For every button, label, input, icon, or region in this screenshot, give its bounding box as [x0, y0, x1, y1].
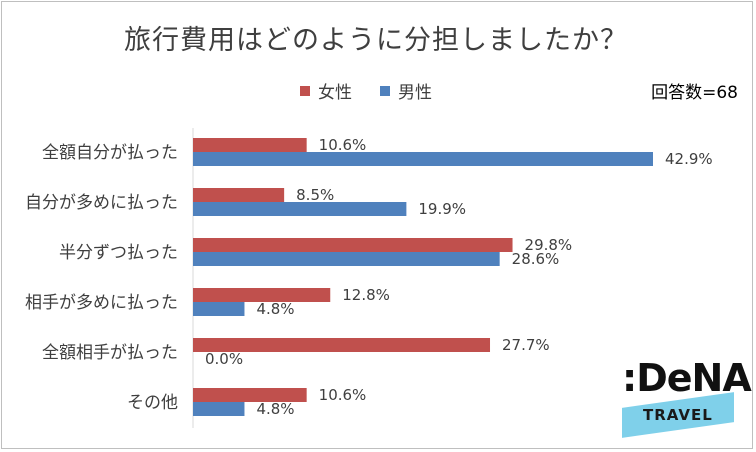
- data-label-male: 4.8%: [256, 300, 294, 318]
- bar-female: [193, 188, 285, 202]
- data-label-female: 27.7%: [502, 336, 550, 354]
- category-label: 全額相手が払った: [42, 343, 178, 363]
- data-label-male: 42.9%: [665, 150, 713, 168]
- data-label-female: 12.8%: [342, 286, 390, 304]
- category-label: 半分ずつ払った: [59, 243, 178, 263]
- legend-label-female: 女性: [318, 83, 352, 103]
- category-label: 全額自分が払った: [42, 143, 178, 163]
- bar-female: [193, 138, 307, 152]
- bar-male: [193, 202, 407, 216]
- dena-travel-logo: :DeNA TRAVEL: [614, 356, 752, 442]
- bar-female: [193, 338, 491, 352]
- bar-female: [193, 238, 513, 252]
- respondent-count: 回答数=68: [651, 83, 738, 103]
- data-label-male: 19.9%: [418, 200, 466, 218]
- data-label-female: 8.5%: [296, 186, 334, 204]
- category-label: 自分が多めに払った: [25, 193, 178, 213]
- legend-swatch-male: [380, 85, 390, 96]
- category-label: その他: [127, 393, 178, 413]
- legend-label-male: 男性: [398, 83, 432, 103]
- data-label-female: 10.6%: [319, 386, 367, 404]
- data-label-male: 28.6%: [512, 250, 560, 268]
- bar-male: [193, 152, 653, 166]
- legend-item-male: 男性: [380, 78, 432, 103]
- data-label-female: 29.8%: [525, 236, 573, 254]
- bar-female: [193, 388, 307, 402]
- data-label-male: 4.8%: [256, 400, 294, 418]
- bar-male: [193, 252, 500, 266]
- chart-title: 旅行費用はどのように分担しましたか？: [124, 25, 628, 56]
- legend-item-female: 女性: [300, 78, 352, 103]
- bar-male: [193, 402, 245, 416]
- category-label: 相手が多めに払った: [25, 293, 178, 313]
- bar-male: [193, 302, 245, 316]
- data-label-male: 0.0%: [205, 350, 243, 368]
- bar-female: [193, 288, 331, 302]
- legend-swatch-female: [300, 85, 310, 96]
- logo-sub: TRAVEL: [643, 406, 713, 425]
- legend: 女性 男性: [300, 78, 432, 103]
- data-label-female: 10.6%: [319, 136, 367, 154]
